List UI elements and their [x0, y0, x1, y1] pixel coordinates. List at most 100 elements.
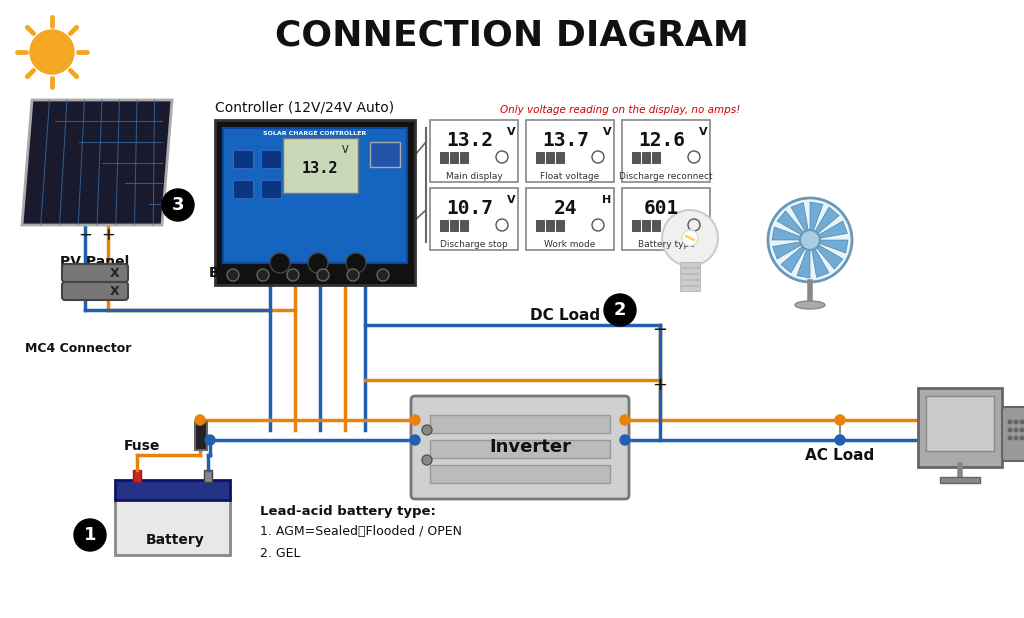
Bar	[680, 274, 700, 279]
Bar	[115, 480, 230, 500]
Bar	[450, 220, 458, 231]
Text: 3: 3	[172, 196, 184, 214]
Circle shape	[422, 425, 432, 435]
Text: Inverter: Inverter	[489, 438, 571, 456]
Circle shape	[410, 415, 420, 425]
Text: Discharge reconnect: Discharge reconnect	[620, 172, 713, 180]
Polygon shape	[772, 227, 801, 240]
Bar	[430, 465, 610, 483]
Circle shape	[620, 415, 630, 425]
Text: V: V	[342, 145, 348, 155]
Bar	[680, 262, 700, 267]
FancyBboxPatch shape	[283, 138, 358, 193]
Circle shape	[347, 269, 359, 281]
Bar	[546, 220, 554, 231]
Text: X: X	[111, 266, 120, 279]
Text: +: +	[101, 226, 115, 244]
FancyBboxPatch shape	[622, 120, 710, 182]
Circle shape	[317, 269, 329, 281]
Text: Discharge stop: Discharge stop	[440, 240, 508, 248]
Circle shape	[270, 253, 290, 273]
Bar	[632, 152, 640, 163]
Bar	[430, 440, 610, 458]
Circle shape	[30, 30, 74, 74]
Bar	[940, 477, 980, 483]
Bar	[370, 142, 400, 167]
Circle shape	[662, 210, 718, 266]
Text: SOLAR CHARGE CONTROLLER: SOLAR CHARGE CONTROLLER	[263, 130, 367, 135]
Text: 1: 1	[84, 526, 96, 544]
Text: 10.7: 10.7	[446, 198, 494, 218]
Circle shape	[1008, 428, 1013, 433]
Circle shape	[800, 230, 820, 250]
Bar	[195, 422, 207, 450]
Polygon shape	[812, 248, 829, 277]
FancyBboxPatch shape	[430, 188, 518, 250]
Bar	[546, 152, 554, 163]
Bar	[680, 268, 700, 273]
Bar	[115, 495, 230, 555]
Polygon shape	[818, 221, 848, 239]
Text: 601: 601	[644, 198, 679, 218]
Circle shape	[227, 269, 239, 281]
Text: X: X	[111, 284, 120, 297]
Circle shape	[835, 415, 845, 425]
Circle shape	[835, 435, 845, 445]
Circle shape	[1020, 428, 1024, 433]
FancyBboxPatch shape	[918, 388, 1002, 467]
Circle shape	[768, 198, 852, 282]
Circle shape	[308, 253, 328, 273]
Circle shape	[74, 519, 106, 551]
Bar	[632, 220, 640, 231]
Circle shape	[1014, 436, 1019, 441]
Polygon shape	[815, 207, 839, 234]
Text: Lead-acid battery type:: Lead-acid battery type:	[260, 505, 436, 518]
Text: H: H	[602, 195, 611, 205]
Text: −: −	[652, 321, 668, 339]
Text: +: +	[652, 376, 668, 394]
Bar	[133, 470, 141, 482]
Circle shape	[1008, 420, 1013, 425]
Bar	[680, 286, 700, 291]
Circle shape	[604, 294, 636, 326]
FancyBboxPatch shape	[430, 120, 518, 182]
FancyBboxPatch shape	[926, 396, 994, 451]
Circle shape	[162, 189, 194, 221]
Text: AC Load: AC Load	[805, 447, 874, 462]
Text: Only voltage reading on the display, no amps!: Only voltage reading on the display, no …	[500, 105, 740, 115]
Text: 13.7: 13.7	[542, 130, 589, 150]
Bar	[233, 180, 253, 198]
Text: MC4 Connector: MC4 Connector	[25, 342, 131, 355]
Text: 24: 24	[554, 198, 578, 218]
Circle shape	[377, 269, 389, 281]
Polygon shape	[816, 245, 843, 269]
Bar	[680, 280, 700, 285]
Bar	[460, 220, 468, 231]
Polygon shape	[810, 202, 823, 231]
Circle shape	[287, 269, 299, 281]
Bar	[233, 150, 253, 168]
Polygon shape	[772, 242, 802, 259]
Text: Fuse: Fuse	[124, 439, 160, 453]
Ellipse shape	[795, 301, 825, 309]
Bar	[261, 180, 281, 198]
Circle shape	[1014, 420, 1019, 425]
Polygon shape	[777, 211, 804, 235]
Bar	[642, 220, 650, 231]
Text: 13.2: 13.2	[302, 161, 338, 176]
Bar	[460, 152, 468, 163]
Bar	[536, 220, 544, 231]
Text: Work mode: Work mode	[545, 240, 596, 248]
Polygon shape	[22, 100, 172, 225]
FancyBboxPatch shape	[62, 264, 128, 282]
Text: 2: 2	[613, 301, 627, 319]
Polygon shape	[819, 240, 848, 253]
Text: 1. AGM=Sealed、Flooded / OPEN: 1. AGM=Sealed、Flooded / OPEN	[260, 525, 462, 538]
Text: −: −	[78, 226, 92, 244]
Text: CONNECTION DIAGRAM: CONNECTION DIAGRAM	[275, 18, 749, 52]
Circle shape	[257, 269, 269, 281]
Text: PV Panel: PV Panel	[60, 255, 130, 269]
Bar	[642, 152, 650, 163]
FancyBboxPatch shape	[223, 128, 407, 263]
Text: V: V	[698, 127, 708, 137]
